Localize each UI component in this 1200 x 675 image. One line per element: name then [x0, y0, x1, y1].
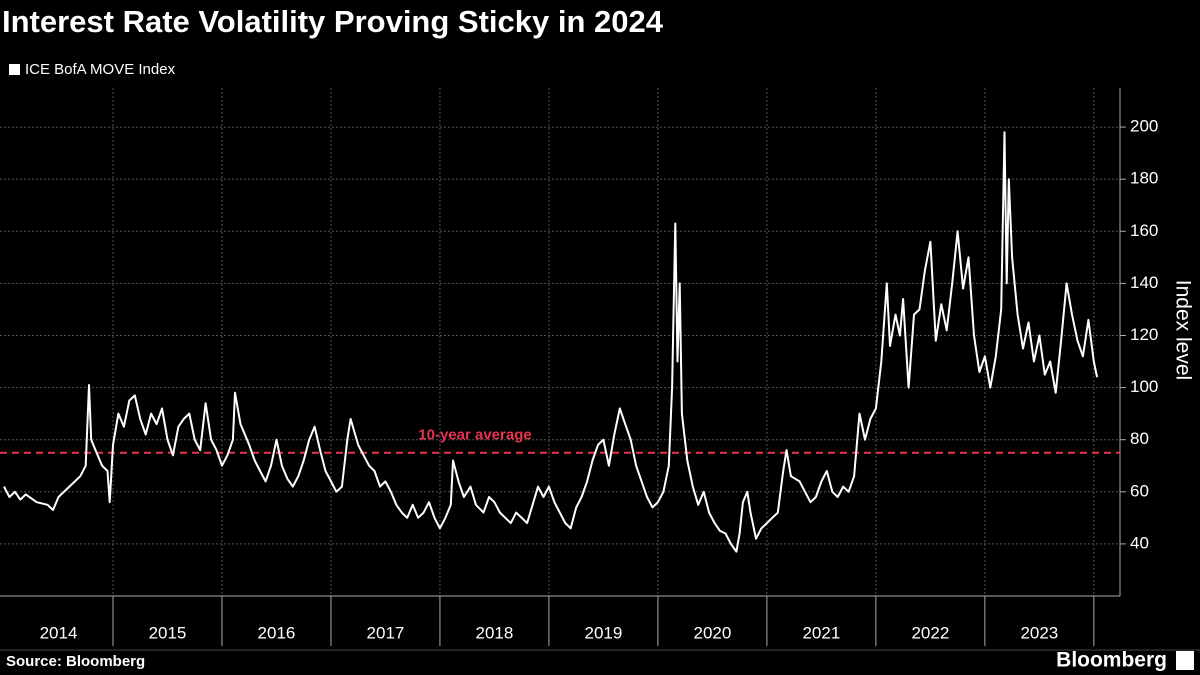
x-tick-label: 2020	[693, 623, 731, 642]
y-tick-label: 100	[1130, 377, 1158, 396]
y-tick-label: 140	[1130, 273, 1158, 292]
series-line	[3, 131, 1099, 553]
x-tick-label: 2022	[911, 623, 949, 642]
x-tick-label: 2021	[802, 623, 840, 642]
brand: Bloomberg	[1056, 649, 1167, 672]
x-tick-label: 2014	[40, 623, 78, 642]
x-tick-label: 2016	[258, 623, 296, 642]
y-tick-label: 40	[1130, 533, 1149, 552]
x-tick-label: 2017	[367, 623, 405, 642]
y-tick-label: 200	[1130, 117, 1158, 136]
x-tick-label: 2019	[585, 623, 623, 642]
y-tick-label: 160	[1130, 221, 1158, 240]
y-tick-label: 120	[1130, 325, 1158, 344]
brand-icon	[1176, 651, 1194, 670]
legend-label: ICE BofA MOVE Index	[25, 61, 176, 78]
source: Source: Bloomberg	[6, 653, 145, 670]
x-tick-label: 2018	[476, 623, 514, 642]
y-tick-label: 180	[1130, 169, 1158, 188]
y-tick-label: 80	[1130, 429, 1149, 448]
y-axis-label: Index level	[1171, 280, 1194, 380]
y-tick-label: 60	[1130, 481, 1149, 500]
x-tick-label: 2015	[149, 623, 187, 642]
legend-swatch	[9, 64, 20, 75]
x-tick-label: 2023	[1020, 623, 1058, 642]
average-label: 10-year average	[418, 427, 531, 444]
chart-title: Interest Rate Volatility Proving Sticky …	[2, 4, 664, 39]
